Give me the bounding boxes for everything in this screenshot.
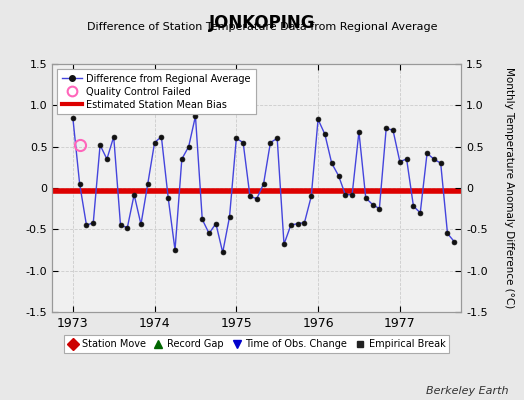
Text: Difference of Station Temperature Data from Regional Average: Difference of Station Temperature Data f… [87,22,437,32]
Text: JONKOPING: JONKOPING [209,14,315,32]
Legend: Station Move, Record Gap, Time of Obs. Change, Empirical Break: Station Move, Record Gap, Time of Obs. C… [64,335,449,353]
Y-axis label: Monthly Temperature Anomaly Difference (°C): Monthly Temperature Anomaly Difference (… [504,67,514,309]
Text: Berkeley Earth: Berkeley Earth [426,386,508,396]
Legend: Difference from Regional Average, Quality Control Failed, Estimated Station Mean: Difference from Regional Average, Qualit… [57,69,256,114]
